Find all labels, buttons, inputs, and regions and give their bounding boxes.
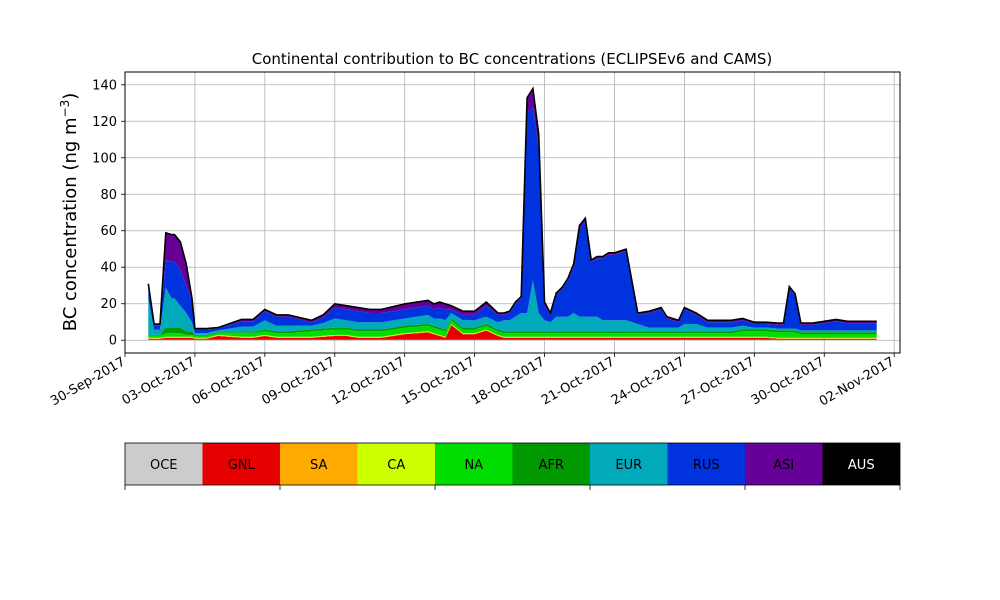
x-tick-label: 24-Oct-2017 [609, 354, 687, 408]
total-outline [147, 86, 877, 330]
y-tick-label: 100 [92, 151, 117, 166]
colorbar-swatch-gnl [202, 443, 280, 485]
colorbar: OCE GNL SA CA NA AFR EUR RUS ASI AUS [124, 442, 901, 490]
grid-layer [124, 72, 900, 353]
y-tick-label: 140 [92, 78, 117, 93]
colorbar-swatch-rus [667, 443, 745, 485]
series-area-eur [148, 280, 877, 335]
x-tick-label: 06-Oct-2017 [189, 354, 267, 408]
y-tick-label: 80 [100, 188, 117, 203]
x-tick-label: 27-Oct-2017 [679, 354, 757, 408]
colorbar-label-eur: EUR [615, 458, 642, 473]
colorbar-frame [124, 442, 901, 486]
colorbar-label-sa: SA [310, 458, 327, 473]
x-tick-layer: 30-Sep-201703-Oct-201706-Oct-201709-Oct-… [48, 353, 897, 409]
series-area-afr [148, 318, 877, 336]
series-area-aus [148, 88, 877, 329]
colorbar-label-asi: ASI [773, 458, 794, 473]
area-layer [148, 88, 877, 341]
outline-layer [147, 86, 877, 330]
colorbar-label-na: NA [464, 458, 483, 473]
x-tick-label: 30-Sep-2017 [48, 354, 128, 409]
x-tick-label: 03-Oct-2017 [120, 354, 198, 408]
colorbar-label-ca: CA [387, 458, 405, 473]
colorbar-swatch-sa [280, 443, 358, 485]
x-tick-label: 02-Nov-2017 [817, 354, 897, 409]
colorbar-label-aus: AUS [848, 458, 875, 473]
x-tick-label: 09-Oct-2017 [259, 354, 337, 408]
colorbar-swatch-eur [590, 443, 668, 485]
x-tick-label: 15-Oct-2017 [399, 354, 477, 408]
chart-title: Continental contribution to BC concentra… [252, 50, 773, 68]
colorbar-label-rus: RUS [693, 458, 720, 473]
colorbar-swatch-asi [745, 443, 823, 485]
series-area-rus [148, 106, 877, 334]
colorbar-swatch-ca [357, 443, 435, 485]
y-tick-label: 40 [100, 261, 117, 276]
colorbar-label-gnl: GNL [228, 458, 256, 473]
y-tick-label: 20 [100, 297, 117, 312]
series-area-oce [148, 339, 877, 341]
series-area-asi [148, 88, 877, 330]
y-tick-layer: 0 20 40 60 80 100 120 140 [92, 78, 125, 349]
plot-frame [124, 71, 901, 354]
y-tick-label: 60 [100, 224, 117, 239]
y-axis-label-superscript: −3 [58, 100, 72, 118]
y-tick-label: 120 [92, 115, 117, 130]
colorbar-swatch-aus [822, 443, 900, 485]
y-axis-label: BC concentration (ng m−3) [58, 93, 81, 332]
y-axis-label-text: BC concentration (ng m [60, 117, 81, 331]
x-tick-label: 12-Oct-2017 [329, 354, 407, 408]
x-tick-label: 30-Oct-2017 [749, 354, 827, 408]
x-tick-label: 21-Oct-2017 [539, 354, 617, 408]
y-tick-label: 0 [109, 334, 117, 349]
series-area-gnl [148, 325, 877, 340]
y-axis-label-close: ) [60, 93, 81, 100]
colorbar-swatch-oce [125, 443, 203, 485]
colorbar-label-oce: OCE [150, 458, 178, 473]
x-tick-label: 18-Oct-2017 [469, 354, 547, 408]
colorbar-label-afr: AFR [539, 458, 564, 473]
colorbar-swatch-na [435, 443, 513, 485]
series-area-na [148, 320, 877, 338]
colorbar-swatch-afr [512, 443, 590, 485]
